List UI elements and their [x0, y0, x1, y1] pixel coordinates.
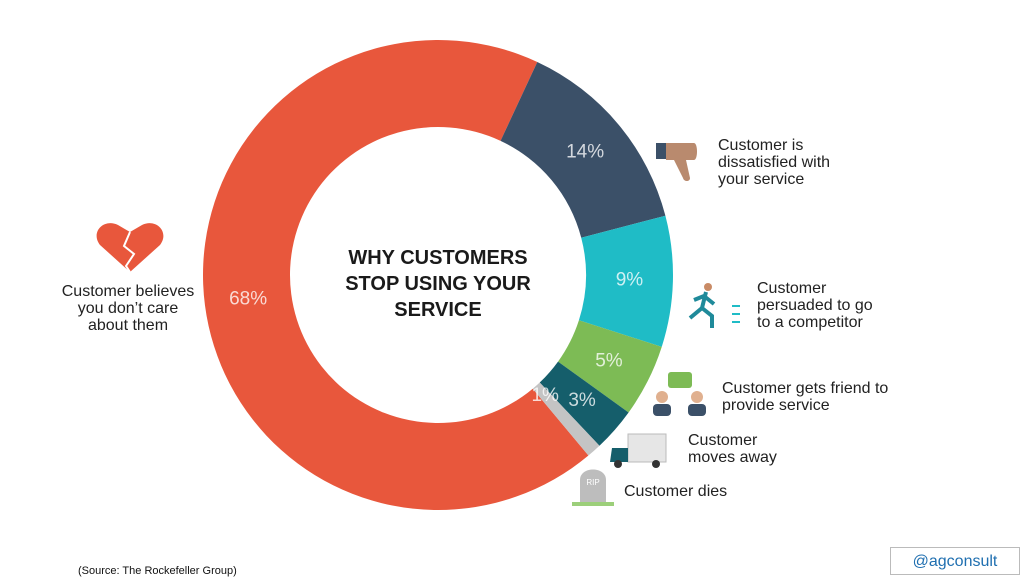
donut-slice [500, 62, 666, 238]
credit-badge: @agconsult [890, 547, 1020, 575]
category-label: Customer believes you don’t care about t… [61, 283, 195, 334]
donut-slice [202, 39, 589, 511]
value-label: 9% [616, 269, 644, 290]
svg-text:RIP: RIP [586, 478, 599, 487]
donut-slice [558, 320, 662, 413]
heart-icon [96, 223, 164, 273]
category-label: Customer gets friend to provide service [722, 380, 889, 414]
value-label: 3% [568, 390, 596, 411]
donut-slice [539, 361, 629, 446]
value-label: 5% [595, 350, 623, 371]
friends-icon [653, 372, 706, 416]
value-label: 1% [531, 385, 559, 406]
donut-slice [578, 215, 674, 347]
chart-title: WHY CUSTOMERS STOP USING YOUR SERVICE [345, 247, 531, 321]
donut-slice [532, 382, 600, 456]
runner-icon [688, 283, 740, 328]
thumbs-down-icon [656, 143, 697, 181]
source-note: (Source: The Rockefeller Group) [78, 565, 237, 577]
tombstone-icon: RIP [572, 469, 614, 506]
value-label: 68% [229, 289, 267, 310]
value-label: 14% [566, 141, 604, 162]
category-label: Customer is dissatisfied with your servi… [718, 137, 831, 188]
truck-icon [610, 433, 667, 468]
category-label: Customer moves away [688, 432, 777, 466]
category-label: Customer dies [624, 483, 728, 500]
category-label: Customer persuaded to go to a competitor [757, 280, 873, 331]
